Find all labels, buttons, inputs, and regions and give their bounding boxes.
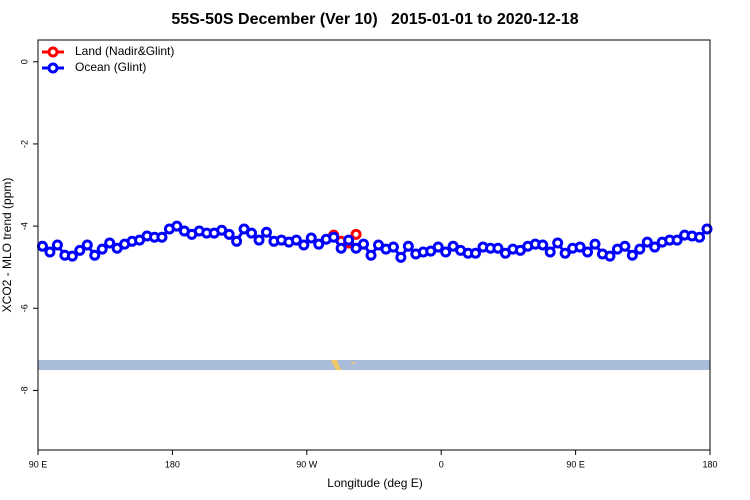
data-point (582, 246, 594, 258)
data-point (492, 242, 504, 254)
data-point (231, 235, 243, 247)
data-point (395, 251, 407, 263)
plot-frame (37, 39, 711, 451)
y-tick-label: -4 (19, 222, 29, 230)
data-point (246, 227, 258, 239)
data-point (260, 226, 272, 238)
data-point (432, 241, 444, 253)
data-point (671, 234, 683, 246)
data-point (223, 228, 235, 240)
land-mask (331, 360, 342, 370)
y-axis-label: XCO2 - MLO trend (ppm) (0, 178, 14, 313)
x-tick-label: 180 (165, 459, 180, 469)
chart-title: 55S-50S December (Ver 10) 2015-01-01 to … (171, 11, 578, 28)
x-tick-label: 90 W (296, 459, 318, 469)
data-point (298, 239, 310, 251)
data-point (537, 239, 549, 251)
y-tick-label: -8 (19, 386, 29, 394)
data-point (387, 241, 399, 253)
data-point (358, 238, 370, 250)
data-point (156, 231, 168, 243)
data-point (328, 231, 340, 243)
data-point (66, 250, 78, 262)
land-mask (351, 362, 355, 364)
data-point (649, 241, 661, 253)
data-point (402, 240, 414, 252)
data-point (305, 232, 317, 244)
y-tick-label: -6 (19, 304, 29, 312)
data-point (81, 239, 93, 251)
x-tick-label: 90 E (566, 459, 585, 469)
data-point (604, 250, 616, 262)
data-point (701, 223, 713, 235)
legend-marker (47, 46, 59, 58)
map-strip (38, 360, 710, 370)
data-point (641, 236, 653, 248)
data-point (104, 237, 116, 249)
data-point (694, 231, 706, 243)
data-point (365, 249, 377, 261)
y-tick-label: 0 (19, 59, 29, 64)
data-point (589, 238, 601, 250)
data-point (290, 234, 302, 246)
data-point (619, 240, 631, 252)
data-point (470, 247, 482, 259)
x-tick-label: 0 (439, 459, 444, 469)
x-tick-label: 180 (702, 459, 717, 469)
data-point (574, 241, 586, 253)
data-point (36, 240, 48, 252)
data-point (313, 238, 325, 250)
x-axis-label: Longitude (deg E) (327, 476, 422, 490)
legend-label: Land (Nadir&Glint) (75, 44, 174, 58)
data-point (440, 246, 452, 258)
data-point (74, 244, 86, 256)
data-point (350, 228, 362, 240)
data-point (44, 246, 56, 258)
data-point (552, 237, 564, 249)
data-point (626, 249, 638, 261)
data-point (253, 234, 265, 246)
x-tick-label: 90 E (29, 459, 48, 469)
plot-area: 0 -2 -4 -6 -8 90 E 180 90 W 0 90 E 180 Land (Nadir&… (19, 44, 717, 469)
legend-marker (47, 62, 59, 74)
y-tick-label: -2 (19, 140, 29, 148)
data-point (544, 246, 556, 258)
data-point (171, 220, 183, 232)
data-point (51, 239, 63, 251)
data-point (634, 243, 646, 255)
legend-label: Ocean (Glint) (75, 60, 146, 74)
data-point (559, 247, 571, 259)
data-point (89, 249, 101, 261)
data-point (96, 243, 108, 255)
data-point (343, 234, 355, 246)
data-point (335, 242, 347, 254)
